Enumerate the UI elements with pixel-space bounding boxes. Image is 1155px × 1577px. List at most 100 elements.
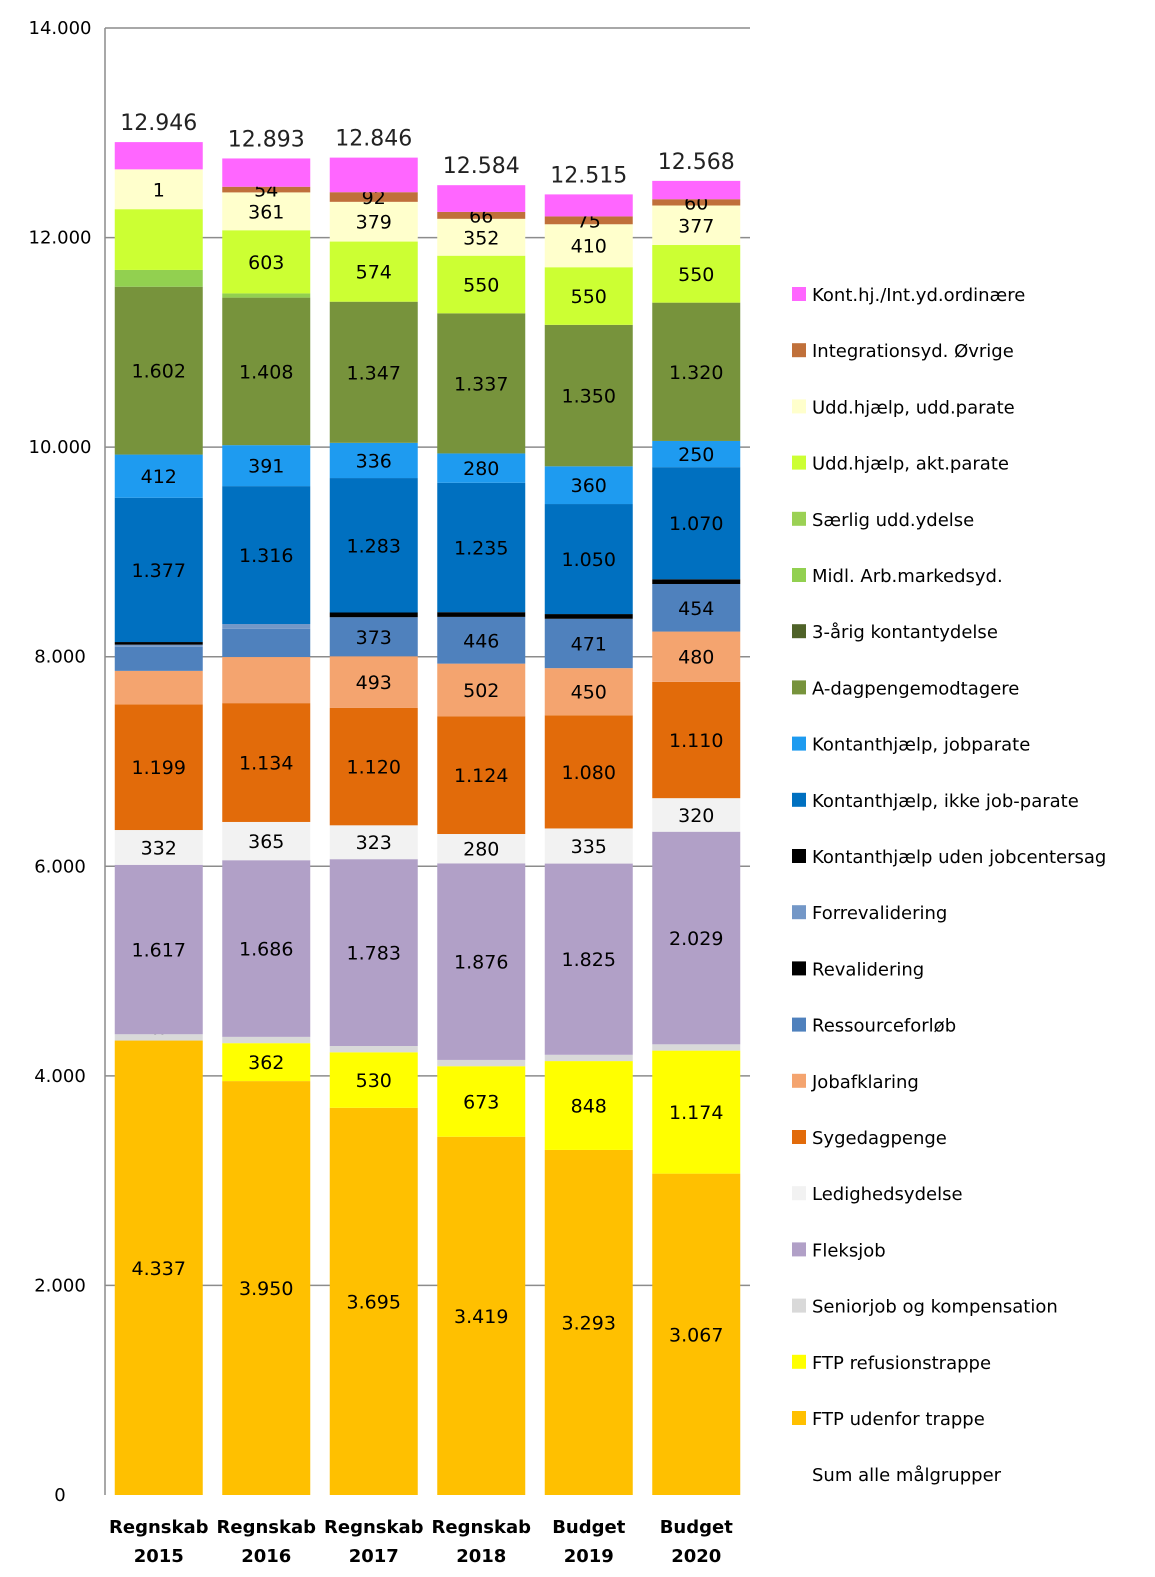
legend-label: Fleksjob xyxy=(812,1240,886,1261)
data-label: 550 xyxy=(463,275,499,297)
data-label: 360 xyxy=(571,475,607,497)
data-label: 365 xyxy=(248,831,284,853)
total-label: 12.946 xyxy=(120,111,197,136)
bar-segment xyxy=(329,201,418,242)
bar-segment xyxy=(544,224,633,268)
data-label: 332 xyxy=(141,837,177,859)
legend-label: FTP udenfor trappe xyxy=(812,1409,985,1430)
data-label: 352 xyxy=(463,227,499,249)
legend-label: Udd.hjælp, akt.parate xyxy=(812,454,1009,475)
data-label: 1.050 xyxy=(562,549,616,571)
bar-segment xyxy=(652,579,741,584)
legend-swatch xyxy=(792,1130,806,1144)
legend-label: Udd.hjælp, udd.parate xyxy=(812,397,1015,418)
bar-segment xyxy=(544,618,633,669)
bar-segment xyxy=(437,218,526,256)
y-tick-label: 6.000 xyxy=(34,856,86,877)
bar-segment xyxy=(544,863,633,1055)
legend-swatch xyxy=(792,455,806,470)
bar-segment xyxy=(222,628,311,658)
bar-segment xyxy=(114,704,203,831)
data-label: 673 xyxy=(463,1091,499,1113)
legend-label: Kontanthjælp, ikke job-parate xyxy=(812,791,1079,812)
bar-segment xyxy=(437,313,526,454)
y-tick-label: 8.000 xyxy=(34,647,86,668)
bar-segment xyxy=(544,668,633,716)
data-label: 450 xyxy=(571,682,607,704)
bar-segment xyxy=(652,199,741,206)
data-label: 1.783 xyxy=(347,943,401,965)
bar-segment xyxy=(329,301,418,443)
legend-swatch xyxy=(792,1411,806,1425)
bar-segment xyxy=(114,644,203,647)
bar-segment xyxy=(329,192,418,202)
bar-segment xyxy=(329,241,418,302)
legend-swatch xyxy=(792,849,806,863)
bar-segment xyxy=(437,255,526,314)
legend-swatch xyxy=(792,680,806,695)
data-label: 1.602 xyxy=(132,361,186,383)
bar-segment xyxy=(114,1040,203,1495)
bar-segment xyxy=(544,267,633,325)
legend-swatch xyxy=(792,1017,806,1032)
data-label: 1.876 xyxy=(454,952,508,974)
data-label: 377 xyxy=(678,215,714,237)
data-label: 1.174 xyxy=(669,1102,723,1124)
bar-segment xyxy=(437,612,526,617)
legend-label: A-dagpengemodtagere xyxy=(812,678,1019,699)
bar-segment xyxy=(437,185,526,212)
bar-segment xyxy=(437,1136,526,1495)
data-label: 1.408 xyxy=(239,361,293,383)
bar-segment xyxy=(222,703,311,822)
legend-label: Midl. Arb.markedsyd. xyxy=(812,566,1003,587)
bar-segment xyxy=(329,442,418,479)
bar-segment xyxy=(544,466,633,505)
x-tick-label: 2018 xyxy=(456,1546,506,1567)
data-label: 3.067 xyxy=(669,1324,723,1346)
data-label: 3.695 xyxy=(347,1291,401,1313)
x-tick-label: 2020 xyxy=(671,1546,721,1567)
total-label: 12.584 xyxy=(443,154,520,179)
bar-segment xyxy=(544,614,633,619)
data-label: 1.320 xyxy=(669,362,723,384)
data-label: 446 xyxy=(463,630,499,652)
bar-segment xyxy=(544,504,633,615)
bar-segment xyxy=(437,453,526,483)
legend-swatch xyxy=(792,1186,806,1201)
data-label: 323 xyxy=(356,832,392,854)
legend-swatch xyxy=(792,287,806,301)
data-label: 280 xyxy=(463,458,499,480)
data-label: 2.029 xyxy=(669,928,723,950)
data-label: 362 xyxy=(248,1052,284,1074)
bar-segment xyxy=(329,825,418,860)
legend-swatch xyxy=(792,511,806,526)
bar-segment xyxy=(437,1066,526,1137)
bar-segment xyxy=(652,205,741,246)
legend-label: Sum alle målgrupper xyxy=(812,1465,1002,1486)
x-tick-label: Regnskab xyxy=(217,1517,317,1538)
y-tick-label: 12.000 xyxy=(29,228,92,249)
data-label: 574 xyxy=(356,262,392,284)
x-tick-label: 2016 xyxy=(241,1546,291,1567)
legend-label: Kontanthjælp, jobparate xyxy=(812,735,1030,756)
bar-segment xyxy=(437,834,526,864)
bar-segment xyxy=(222,1043,311,1082)
x-tick-label: Regnskab xyxy=(109,1517,209,1538)
data-label: 530 xyxy=(356,1070,392,1092)
bar-segment xyxy=(329,157,418,193)
x-tick-label: 2019 xyxy=(564,1546,614,1567)
bar-segment xyxy=(222,657,311,704)
data-label: 1.347 xyxy=(347,362,401,384)
bar-segment xyxy=(544,194,633,217)
legend-label: Forrevalidering xyxy=(812,903,947,924)
bar-segment xyxy=(329,478,418,613)
data-label: 4.337 xyxy=(132,1258,186,1280)
bar-segment xyxy=(544,715,633,829)
bar-segment xyxy=(329,612,418,618)
bar-segment xyxy=(544,828,633,864)
bar-segment xyxy=(114,1034,203,1041)
legend-swatch xyxy=(792,1298,806,1313)
bar-segment xyxy=(652,681,741,799)
bar-segment xyxy=(329,617,418,657)
bar-segment xyxy=(652,631,741,682)
